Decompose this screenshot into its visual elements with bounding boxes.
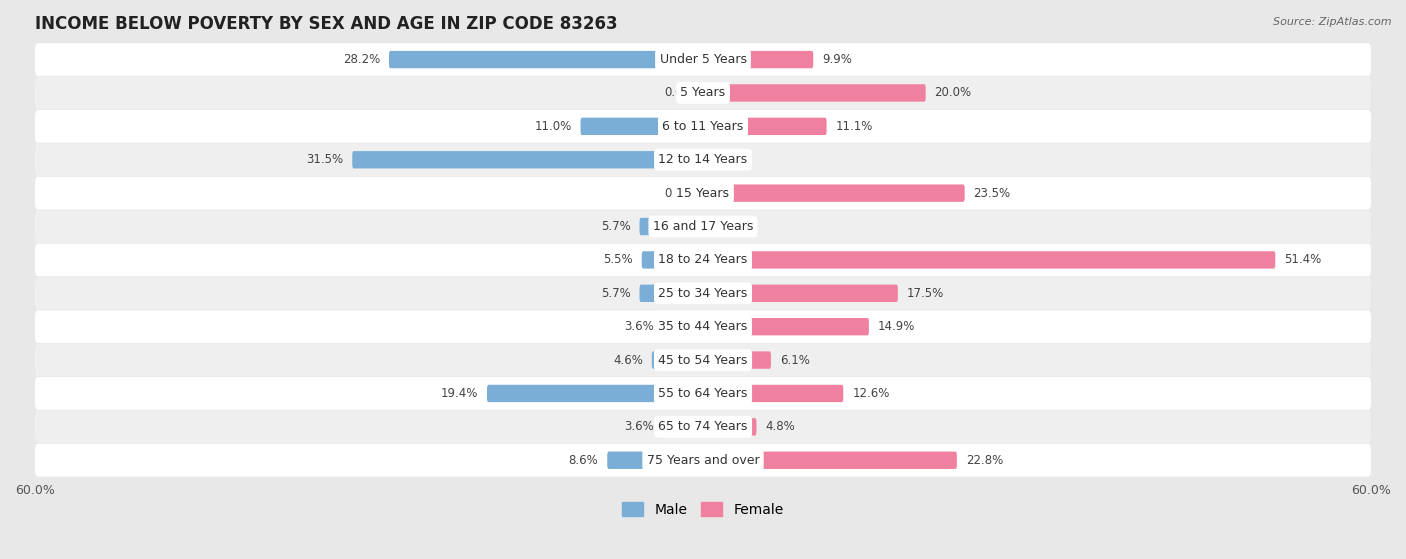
Text: 23.5%: 23.5% bbox=[973, 187, 1011, 200]
Text: 0.0%: 0.0% bbox=[711, 153, 741, 166]
FancyBboxPatch shape bbox=[353, 151, 703, 168]
Text: 12 to 14 Years: 12 to 14 Years bbox=[658, 153, 748, 166]
Text: 14.9%: 14.9% bbox=[877, 320, 915, 333]
Text: 6 to 11 Years: 6 to 11 Years bbox=[662, 120, 744, 133]
FancyBboxPatch shape bbox=[703, 385, 844, 402]
FancyBboxPatch shape bbox=[35, 444, 1371, 477]
Text: 0.0%: 0.0% bbox=[665, 87, 695, 100]
Text: 15 Years: 15 Years bbox=[676, 187, 730, 200]
Text: 5.5%: 5.5% bbox=[603, 253, 633, 267]
FancyBboxPatch shape bbox=[35, 277, 1371, 310]
FancyBboxPatch shape bbox=[35, 377, 1371, 410]
FancyBboxPatch shape bbox=[35, 144, 1371, 176]
FancyBboxPatch shape bbox=[35, 43, 1371, 76]
FancyBboxPatch shape bbox=[703, 51, 813, 68]
FancyBboxPatch shape bbox=[703, 251, 1275, 268]
Text: 11.1%: 11.1% bbox=[835, 120, 873, 133]
FancyBboxPatch shape bbox=[703, 184, 965, 202]
FancyBboxPatch shape bbox=[703, 84, 925, 102]
FancyBboxPatch shape bbox=[607, 452, 703, 469]
Text: 45 to 54 Years: 45 to 54 Years bbox=[658, 354, 748, 367]
Legend: Male, Female: Male, Female bbox=[617, 496, 789, 522]
Text: 12.6%: 12.6% bbox=[852, 387, 890, 400]
Text: 31.5%: 31.5% bbox=[307, 153, 343, 166]
Text: 4.6%: 4.6% bbox=[613, 354, 643, 367]
Text: 9.9%: 9.9% bbox=[823, 53, 852, 66]
FancyBboxPatch shape bbox=[703, 118, 827, 135]
FancyBboxPatch shape bbox=[641, 251, 703, 268]
Text: 6.1%: 6.1% bbox=[780, 354, 810, 367]
FancyBboxPatch shape bbox=[35, 344, 1371, 376]
Text: 16 and 17 Years: 16 and 17 Years bbox=[652, 220, 754, 233]
FancyBboxPatch shape bbox=[640, 218, 703, 235]
Text: 65 to 74 Years: 65 to 74 Years bbox=[658, 420, 748, 433]
Text: 4.8%: 4.8% bbox=[765, 420, 796, 433]
FancyBboxPatch shape bbox=[703, 352, 770, 369]
FancyBboxPatch shape bbox=[35, 210, 1371, 243]
FancyBboxPatch shape bbox=[702, 151, 704, 168]
FancyBboxPatch shape bbox=[35, 177, 1371, 210]
FancyBboxPatch shape bbox=[652, 352, 703, 369]
FancyBboxPatch shape bbox=[35, 110, 1371, 143]
FancyBboxPatch shape bbox=[703, 452, 957, 469]
Text: 0.0%: 0.0% bbox=[711, 220, 741, 233]
Text: 0.0%: 0.0% bbox=[665, 187, 695, 200]
Text: 5.7%: 5.7% bbox=[600, 220, 631, 233]
Text: 8.6%: 8.6% bbox=[568, 454, 599, 467]
FancyBboxPatch shape bbox=[703, 318, 869, 335]
FancyBboxPatch shape bbox=[35, 244, 1371, 276]
FancyBboxPatch shape bbox=[35, 77, 1371, 110]
Text: 25 to 34 Years: 25 to 34 Years bbox=[658, 287, 748, 300]
FancyBboxPatch shape bbox=[703, 285, 898, 302]
Text: 22.8%: 22.8% bbox=[966, 454, 1002, 467]
FancyBboxPatch shape bbox=[486, 385, 703, 402]
Text: 5.7%: 5.7% bbox=[600, 287, 631, 300]
FancyBboxPatch shape bbox=[35, 410, 1371, 443]
Text: 55 to 64 Years: 55 to 64 Years bbox=[658, 387, 748, 400]
Text: 17.5%: 17.5% bbox=[907, 287, 943, 300]
Text: 28.2%: 28.2% bbox=[343, 53, 380, 66]
FancyBboxPatch shape bbox=[702, 84, 704, 102]
Text: 20.0%: 20.0% bbox=[935, 87, 972, 100]
FancyBboxPatch shape bbox=[389, 51, 703, 68]
Text: 19.4%: 19.4% bbox=[440, 387, 478, 400]
FancyBboxPatch shape bbox=[702, 184, 704, 202]
FancyBboxPatch shape bbox=[662, 418, 703, 435]
Text: 11.0%: 11.0% bbox=[534, 120, 572, 133]
FancyBboxPatch shape bbox=[35, 310, 1371, 343]
Text: 5 Years: 5 Years bbox=[681, 87, 725, 100]
Text: 35 to 44 Years: 35 to 44 Years bbox=[658, 320, 748, 333]
Text: 3.6%: 3.6% bbox=[624, 420, 654, 433]
Text: Source: ZipAtlas.com: Source: ZipAtlas.com bbox=[1274, 17, 1392, 27]
FancyBboxPatch shape bbox=[662, 318, 703, 335]
Text: Under 5 Years: Under 5 Years bbox=[659, 53, 747, 66]
Text: 75 Years and over: 75 Years and over bbox=[647, 454, 759, 467]
Text: 18 to 24 Years: 18 to 24 Years bbox=[658, 253, 748, 267]
FancyBboxPatch shape bbox=[640, 285, 703, 302]
FancyBboxPatch shape bbox=[702, 218, 704, 235]
FancyBboxPatch shape bbox=[581, 118, 703, 135]
Text: INCOME BELOW POVERTY BY SEX AND AGE IN ZIP CODE 83263: INCOME BELOW POVERTY BY SEX AND AGE IN Z… bbox=[35, 15, 617, 33]
FancyBboxPatch shape bbox=[703, 418, 756, 435]
Text: 3.6%: 3.6% bbox=[624, 320, 654, 333]
Text: 51.4%: 51.4% bbox=[1284, 253, 1322, 267]
